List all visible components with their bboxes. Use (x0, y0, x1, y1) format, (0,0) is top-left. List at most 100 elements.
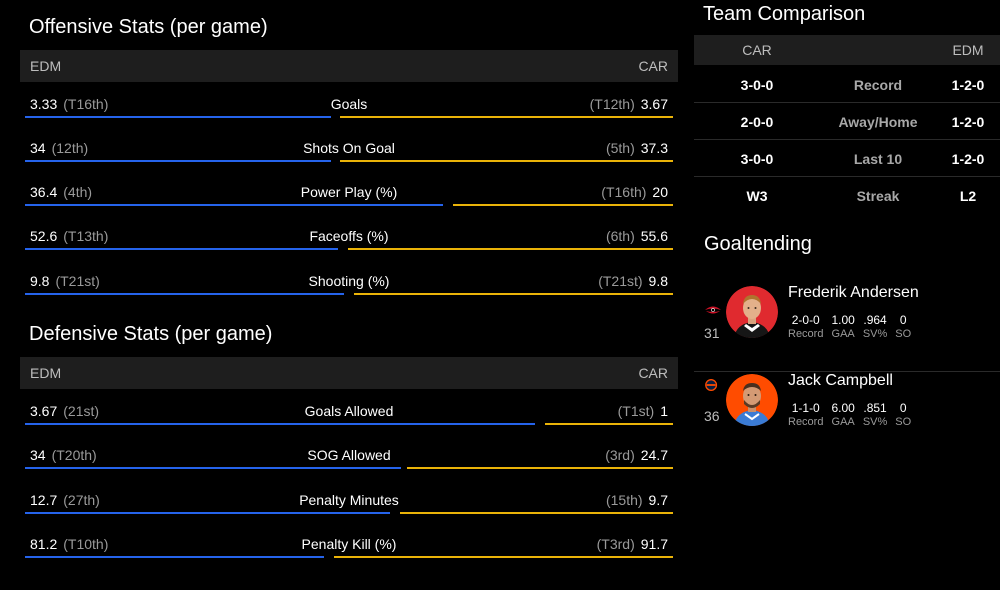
defensive-right-team: CAR (638, 365, 668, 381)
defensive-left-team: EDM (30, 365, 62, 381)
comparison-left-value: 3-0-0 (740, 151, 774, 167)
jersey-number: 36 (704, 408, 720, 424)
stat-row-shots-on-goal: 34 (12th) Shots On Goal (5th) 37.3 (20, 126, 678, 170)
offensive-left-team: EDM (30, 58, 62, 74)
left-comparison-bar (25, 204, 443, 206)
right-value: (T1st) 1 (617, 403, 668, 419)
comparison-left-value: 3-0-0 (740, 77, 774, 93)
comparison-row-record: 3-0-0 Record 1-2-0 (694, 66, 1000, 103)
left-comparison-bar (25, 248, 338, 250)
oilers-logo-icon (705, 379, 718, 391)
comparison-label: Record (853, 77, 903, 93)
jersey-number: 31 (704, 325, 720, 341)
right-comparison-bar (453, 204, 673, 206)
left-comparison-bar (25, 423, 535, 425)
stat-label: Goals (330, 96, 368, 112)
stat-label: Shots On Goal (303, 140, 395, 156)
comparison-row-streak: W3 Streak L2 (694, 177, 1000, 214)
stat-row-goals: 3.33 (T16th) Goals (T12th) 3.67 (20, 82, 678, 126)
stat-label: SOG Allowed (307, 447, 391, 463)
left-value: 9.8 (T21st) (30, 273, 100, 289)
right-comparison-bar (400, 512, 673, 514)
goalie-stats: 1-1-0 Record 6.00 GAA .851 SV% 0 SO (788, 401, 911, 428)
stat-label: Penalty Kill (%) (301, 536, 397, 552)
stat-row-faceoffs: 52.6 (T13th) Faceoffs (%) (6th) 55.6 (20, 214, 678, 258)
right-comparison-bar (407, 467, 673, 469)
left-comparison-bar (25, 467, 401, 469)
team-comparison-title: Team Comparison (703, 3, 866, 25)
right-value: (T12th) 3.67 (589, 96, 668, 112)
gaa-stat: 6.00 GAA (831, 401, 855, 428)
goalie-avatar (726, 374, 778, 426)
hurricanes-logo-icon (705, 306, 721, 314)
left-value: 3.33 (T16th) (30, 96, 109, 112)
defensive-stats-title: Defensive Stats (per game) (29, 323, 273, 345)
stat-label: Shooting (%) (308, 273, 390, 289)
comparison-label: Away/Home (838, 114, 918, 130)
stat-label: Penalty Minutes (299, 492, 399, 508)
goalie-avatar (726, 286, 778, 338)
comparison-label: Last 10 (853, 151, 903, 167)
offensive-right-team: CAR (638, 58, 668, 74)
goalie-card[interactable]: 31 Frederik Andersen 2-0-0 Record 1.00 GAA… (694, 284, 1000, 372)
offensive-stats-title: Offensive Stats (per game) (29, 16, 268, 38)
left-comparison-bar (25, 160, 331, 162)
gaa-stat: 1.00 GAA (831, 313, 855, 340)
comparison-left-value: W3 (746, 188, 768, 204)
defensive-stats-header: EDM CAR (20, 357, 678, 389)
right-value: (T3rd) 91.7 (596, 536, 668, 552)
record-stat: 1-1-0 Record (788, 401, 824, 428)
goaltending-title: Goaltending (704, 233, 812, 255)
right-value: (3rd) 24.7 (605, 447, 668, 463)
left-comparison-bar (25, 512, 390, 514)
right-value: (5th) 37.3 (605, 140, 668, 156)
right-comparison-bar (545, 423, 673, 425)
comparison-right-team: EDM (952, 42, 984, 58)
right-value: (T16th) 20 (601, 184, 668, 200)
left-value: 81.2 (T10th) (30, 536, 109, 552)
comparison-right-value: L2 (959, 188, 977, 204)
stat-row-power-play: 36.4 (4th) Power Play (%) (T16th) 20 (20, 170, 678, 214)
left-value: 34 (T20th) (30, 447, 97, 463)
stat-row-shooting: 9.8 (T21st) Shooting (%) (T21st) 9.8 (20, 259, 678, 303)
right-comparison-bar (340, 116, 673, 118)
comparison-right-value: 1-2-0 (951, 151, 985, 167)
stat-label: Faceoffs (%) (309, 228, 389, 244)
right-value: (15th) 9.7 (605, 492, 668, 508)
left-value: 34 (12th) (30, 140, 89, 156)
stat-row-sog-allowed: 34 (T20th) SOG Allowed (3rd) 24.7 (20, 433, 678, 477)
left-comparison-bar (25, 293, 344, 295)
left-value: 3.67 (21st) (30, 403, 100, 419)
comparison-row-last-10: 3-0-0 Last 10 1-2-0 (694, 140, 1000, 177)
left-value: 52.6 (T13th) (30, 228, 109, 244)
goalie-stats: 2-0-0 Record 1.00 GAA .964 SV% 0 SO (788, 313, 911, 340)
right-comparison-bar (334, 556, 673, 558)
sv-stat: .851 SV% (862, 401, 888, 428)
goalie-card[interactable]: 36 Jack Campbell 1-1-0 Record 6.00 GAA .85… (694, 372, 1000, 460)
goalie-name: Frederik Andersen (788, 284, 919, 301)
comparison-right-value: 1-2-0 (951, 77, 985, 93)
comparison-label: Streak (856, 188, 900, 204)
comparison-left-team: CAR (742, 42, 772, 58)
sv-stat: .964 SV% (862, 313, 888, 340)
comparison-left-value: 2-0-0 (740, 114, 774, 130)
offensive-stats-header: EDM CAR (20, 50, 678, 82)
comparison-row-away-home: 2-0-0 Away/Home 1-2-0 (694, 103, 1000, 140)
goalie-name: Jack Campbell (788, 372, 893, 389)
left-comparison-bar (25, 556, 324, 558)
right-value: (T21st) 9.8 (598, 273, 668, 289)
right-comparison-bar (354, 293, 673, 295)
so-stat: 0 SO (895, 313, 912, 340)
stat-label: Power Play (%) (300, 184, 398, 200)
left-value: 36.4 (4th) (30, 184, 93, 200)
stat-label: Goals Allowed (304, 403, 394, 419)
record-stat: 2-0-0 Record (788, 313, 824, 340)
stat-row-penalty-kill: 81.2 (T10th) Penalty Kill (%) (T3rd) 91.7 (20, 522, 678, 566)
stat-row-goals-allowed: 3.67 (21st) Goals Allowed (T1st) 1 (20, 389, 678, 433)
stat-row-penalty-minutes: 12.7 (27th) Penalty Minutes (15th) 9.7 (20, 478, 678, 522)
right-comparison-bar (340, 160, 673, 162)
team-comparison-header: CAR EDM (694, 35, 1000, 65)
so-stat: 0 SO (895, 401, 912, 428)
right-comparison-bar (348, 248, 673, 250)
right-value: (6th) 55.6 (605, 228, 668, 244)
